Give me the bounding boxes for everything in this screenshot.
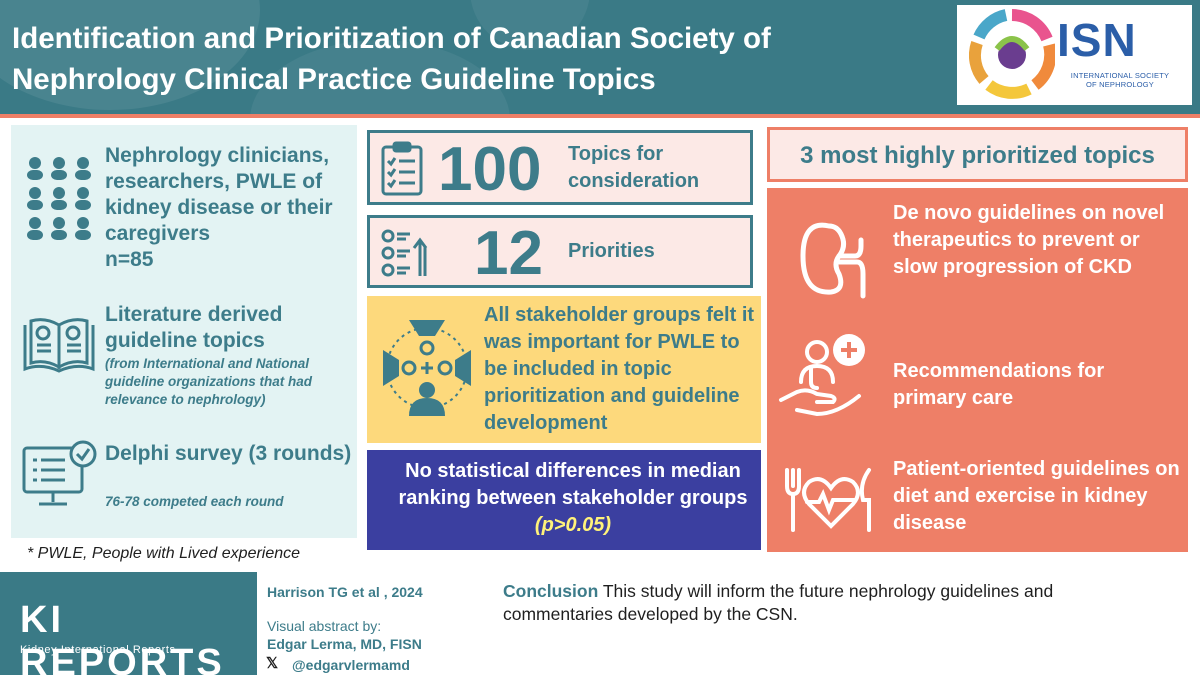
delphi-title: Delphi survey (3 rounds) — [105, 442, 352, 465]
footnote: * PWLE, People with Lived experience — [27, 545, 301, 562]
author-name: Edgar Lerma, MD, FISN — [267, 636, 422, 652]
journal-title: KI REPORTS — [20, 599, 225, 675]
header-banner: Identification and Prioritization of Can… — [0, 0, 1200, 118]
top-topic-1: De novo guidelines on novel therapeutics… — [893, 202, 1165, 278]
stakeholder-box: All stakeholder groups felt it was impor… — [367, 296, 761, 443]
top-topics-header: 3 most highly prioritized topics — [800, 142, 1155, 169]
topics-stat-box: 100 Topics for consideration — [367, 130, 753, 205]
priorities-count: 12 — [474, 219, 543, 288]
participants-label: Nephrology clinicians, researchers, PWLE… — [105, 144, 333, 245]
top-topics-panel: De novo guidelines on novel therapeutics… — [767, 188, 1188, 552]
header-divider — [0, 114, 1200, 118]
visual-abstract-label: Visual abstract by: — [267, 618, 382, 634]
participants-count: n=85 — [105, 248, 154, 271]
topics-label: Topics for consideration — [568, 143, 700, 192]
stakeholders-circle-icon — [383, 320, 471, 416]
p-value: (p>0.05) — [534, 514, 612, 536]
conclusion-label: Conclusion — [503, 581, 599, 601]
statistics-box: No statistical differences in median ran… — [367, 450, 761, 550]
computer-checklist-icon — [22, 440, 97, 506]
top-topics-header-box: 3 most highly prioritized topics — [767, 127, 1188, 182]
statistics-text: No statistical differences in median ran… — [393, 458, 753, 539]
literature-note: (from International and National guideli… — [105, 356, 313, 407]
logo-text: ISN — [1057, 14, 1137, 66]
x-logo-icon: 𝕏 — [266, 655, 279, 672]
isn-ring-icon — [969, 9, 1055, 99]
methods-panel: Nephrology clinicians, researchers, PWLE… — [11, 125, 357, 538]
footer: KI REPORTS Kidney International Reports … — [0, 572, 1200, 675]
top-topic-2: Recommendations for primary care — [893, 360, 1105, 409]
social-handle[interactable]: @edgarvlermamd — [292, 657, 410, 673]
people-group-icon — [27, 157, 91, 240]
clipboard-checklist-icon — [381, 141, 423, 196]
kidney-icon — [800, 222, 866, 299]
priorities-stat-box: 12 Priorities — [367, 215, 753, 288]
doctor-care-icon — [779, 334, 865, 417]
ki-reports-logo: KI REPORTS Kidney International Reports — [0, 572, 257, 675]
citation: Harrison TG et al , 2024 — [267, 584, 423, 600]
page-title: Identification and Prioritization of Can… — [12, 22, 771, 96]
stakeholder-text: All stakeholder groups felt it was impor… — [484, 304, 755, 434]
journal-subtitle: Kidney International Reports — [20, 644, 176, 656]
statistics-label: No statistical differences in median ran… — [398, 460, 748, 509]
priority-list-icon — [381, 229, 428, 277]
isn-logo: ISN INTERNATIONAL SOCIETY OF NEPHROLOGY — [957, 5, 1192, 105]
top-topic-3: Patient-oriented guidelines on diet and … — [893, 458, 1180, 534]
literature-title: Literature derived guideline topics — [105, 303, 283, 352]
heart-diet-icon — [785, 468, 871, 532]
logo-subtitle: INTERNATIONAL SOCIETY OF NEPHROLOGY — [1070, 71, 1170, 89]
topics-count: 100 — [438, 135, 542, 204]
priorities-label: Priorities — [568, 240, 655, 262]
delphi-note: 76-78 competed each round — [105, 494, 284, 509]
open-book-icon — [23, 318, 95, 373]
participants-description: Nephrology clinicians, researchers, PWLE… — [105, 143, 355, 273]
conclusion: Conclusion This study will inform the fu… — [503, 580, 1163, 626]
conclusion-text: This study will inform the future nephro… — [503, 581, 1054, 624]
